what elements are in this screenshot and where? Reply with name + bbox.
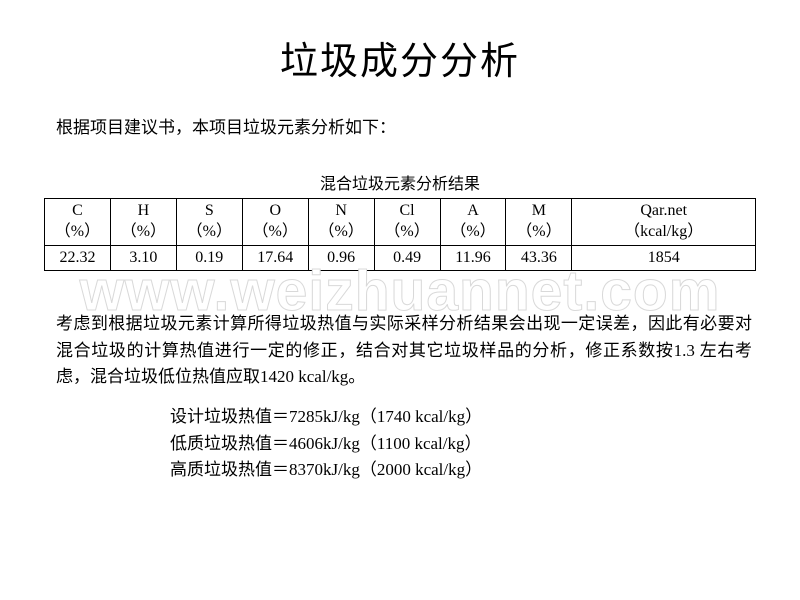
col-header: M（%） [506,199,572,246]
cell: 43.36 [506,245,572,271]
col-header: Cl（%） [374,199,440,246]
cell: 1854 [572,245,756,271]
col-header: H（%） [110,199,176,246]
cell: 0.49 [374,245,440,271]
cell: 0.96 [308,245,374,271]
col-header: N（%） [308,199,374,246]
table-header-row: C（%） H（%） S（%） O（%） N（%） Cl（%） A（%） M（%）… [45,199,756,246]
table-caption: 混合垃圾元素分析结果 [0,170,800,194]
col-header: Qar.net（kcal/kg） [572,199,756,246]
value-line: 高质垃圾热值＝8370kJ/kg（2000 kcal/kg） [170,457,800,483]
body-paragraph: 考虑到根据垃圾元素计算所得垃圾热值与实际采样分析结果会出现一定误差，因此有必要对… [0,311,800,390]
value-line: 低质垃圾热值＝4606kJ/kg（1100 kcal/kg） [170,431,800,457]
col-header: S（%） [176,199,242,246]
cell: 0.19 [176,245,242,271]
table-row: 22.32 3.10 0.19 17.64 0.96 0.49 11.96 43… [45,245,756,271]
element-analysis-table: C（%） H（%） S（%） O（%） N（%） Cl（%） A（%） M（%）… [44,198,756,271]
cell: 17.64 [242,245,308,271]
intro-text: 根据项目建议书，本项目垃圾元素分析如下： [0,113,800,138]
col-header: C（%） [45,199,111,246]
cell: 22.32 [45,245,111,271]
col-header: O（%） [242,199,308,246]
cell: 3.10 [110,245,176,271]
page-title: 垃圾成分分析 [0,0,800,113]
value-line: 设计垃圾热值＝7285kJ/kg（1740 kcal/kg） [170,404,800,430]
heat-values: 设计垃圾热值＝7285kJ/kg（1740 kcal/kg） 低质垃圾热值＝46… [0,404,800,483]
cell: 11.96 [440,245,506,271]
col-header: A（%） [440,199,506,246]
